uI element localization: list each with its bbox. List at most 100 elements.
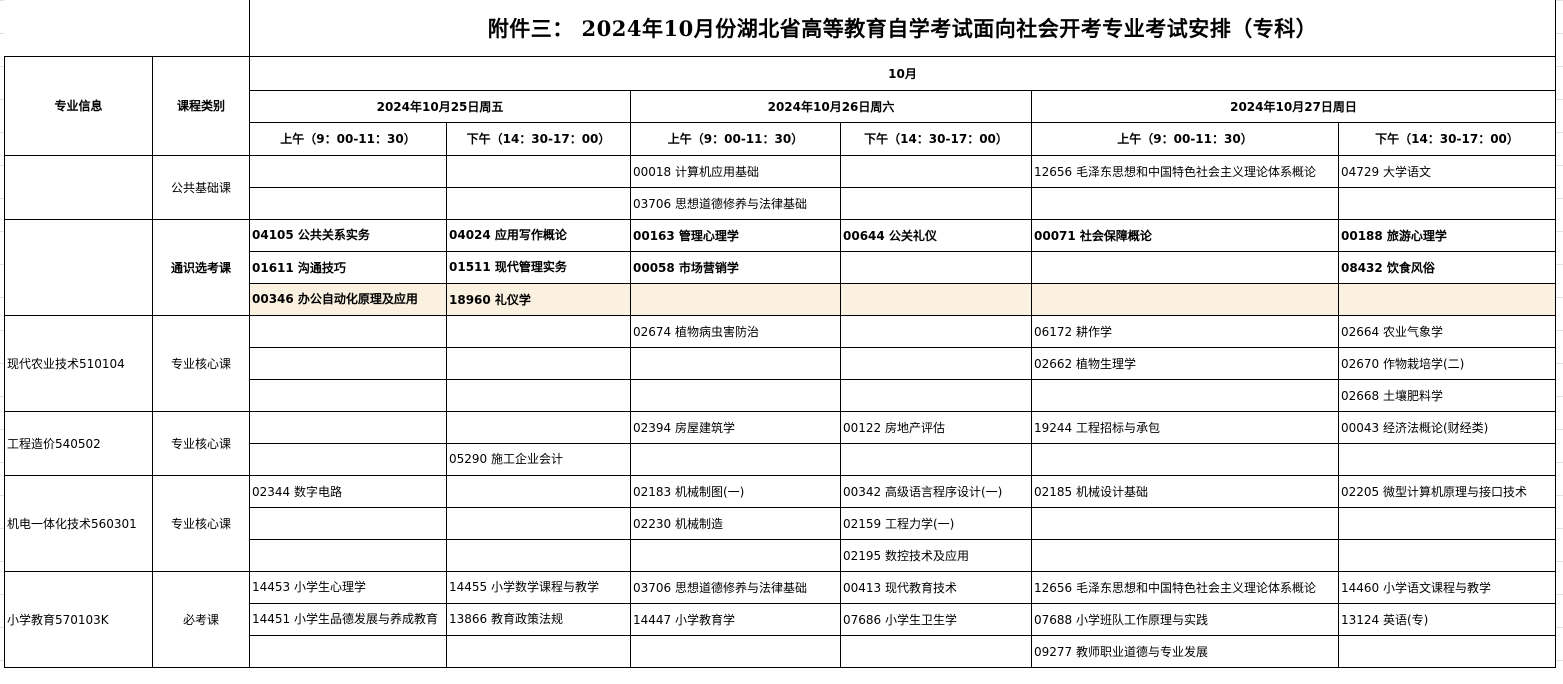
- course-cell[interactable]: 02183 机械制图(一): [630, 474, 841, 508]
- course-cell[interactable]: 13866 教育政策法规: [446, 602, 631, 636]
- course-cell[interactable]: [1031, 378, 1339, 412]
- course-cell[interactable]: [840, 186, 1032, 220]
- course-cell[interactable]: [249, 314, 447, 348]
- course-cell[interactable]: [840, 154, 1032, 188]
- header-session[interactable]: 下午（14：30-17：00）: [446, 121, 631, 156]
- course-cell[interactable]: 00071 社会保障概论: [1031, 218, 1339, 252]
- course-cell[interactable]: [1338, 634, 1556, 668]
- course-cell[interactable]: [446, 474, 631, 508]
- header-date-3[interactable]: 2024年10月27日周日: [1031, 89, 1556, 123]
- course-cell[interactable]: [249, 442, 447, 476]
- course-cell[interactable]: 00413 现代教育技术: [840, 570, 1032, 604]
- course-cell[interactable]: 02185 机械设计基础: [1031, 474, 1339, 508]
- course-cell[interactable]: 12656 毛泽东思想和中国特色社会主义理论体系概论: [1031, 570, 1339, 604]
- course-cell[interactable]: [1031, 282, 1339, 316]
- course-cell[interactable]: 07686 小学生卫生学: [840, 602, 1032, 636]
- course-cell[interactable]: [840, 442, 1032, 476]
- course-cell[interactable]: 12656 毛泽东思想和中国特色社会主义理论体系概论: [1031, 154, 1339, 188]
- course-cell[interactable]: [840, 346, 1032, 380]
- course-type-cell[interactable]: 公共基础课: [152, 154, 250, 220]
- course-cell[interactable]: [1338, 282, 1556, 316]
- course-cell[interactable]: 14453 小学生心理学: [249, 570, 447, 604]
- course-cell[interactable]: [840, 314, 1032, 348]
- blank-cell[interactable]: [4, 0, 250, 57]
- course-cell[interactable]: 06172 耕作学: [1031, 314, 1339, 348]
- course-cell[interactable]: [1338, 442, 1556, 476]
- course-type-cell[interactable]: 必考课: [152, 570, 250, 668]
- course-cell[interactable]: 02664 农业气象学: [1338, 314, 1556, 348]
- course-cell[interactable]: [1338, 186, 1556, 220]
- course-cell[interactable]: 13124 英语(专): [1338, 602, 1556, 636]
- course-cell[interactable]: 00122 房地产评估: [840, 410, 1032, 444]
- course-cell[interactable]: [840, 634, 1032, 668]
- page-title[interactable]: 附件三： 2024年10月份湖北省高等教育自学考试面向社会开考专业考试安排（专科…: [249, 0, 1556, 57]
- course-cell[interactable]: 14460 小学语文课程与教学: [1338, 570, 1556, 604]
- header-session[interactable]: 下午（14：30-17：00）: [1338, 121, 1556, 156]
- course-cell[interactable]: [249, 154, 447, 188]
- course-type-cell[interactable]: 专业核心课: [152, 314, 250, 412]
- course-cell[interactable]: 01611 沟通技巧: [249, 250, 447, 284]
- header-major-info[interactable]: 专业信息: [4, 55, 153, 156]
- course-cell[interactable]: 18960 礼仪学: [446, 282, 631, 316]
- major-cell[interactable]: 工程造价540502: [4, 410, 153, 476]
- header-session[interactable]: 下午（14：30-17：00）: [840, 121, 1032, 156]
- course-cell[interactable]: 02394 房屋建筑学: [630, 410, 841, 444]
- header-session[interactable]: 上午（9：00-11：30）: [1031, 121, 1339, 156]
- course-cell[interactable]: 02674 植物病虫害防治: [630, 314, 841, 348]
- course-cell[interactable]: [840, 378, 1032, 412]
- course-type-cell[interactable]: 专业核心课: [152, 474, 250, 572]
- course-cell[interactable]: 08432 饮食风俗: [1338, 250, 1556, 284]
- course-cell[interactable]: [630, 378, 841, 412]
- major-cell[interactable]: 机电一体化技术560301: [4, 474, 153, 572]
- course-cell[interactable]: [249, 634, 447, 668]
- course-cell[interactable]: 01511 现代管理实务: [446, 250, 631, 284]
- course-cell[interactable]: [446, 634, 631, 668]
- course-cell[interactable]: [249, 410, 447, 444]
- course-cell[interactable]: 14447 小学教育学: [630, 602, 841, 636]
- major-cell[interactable]: 现代农业技术510104: [4, 314, 153, 412]
- course-cell[interactable]: 03706 思想道德修养与法律基础: [630, 570, 841, 604]
- course-cell[interactable]: [630, 346, 841, 380]
- course-type-cell[interactable]: 通识选考课: [152, 218, 250, 316]
- course-cell[interactable]: 02344 数字电路: [249, 474, 447, 508]
- course-cell[interactable]: [1031, 186, 1339, 220]
- course-cell[interactable]: [1031, 442, 1339, 476]
- course-cell[interactable]: [446, 538, 631, 572]
- header-date-2[interactable]: 2024年10月26日周六: [630, 89, 1032, 123]
- course-cell[interactable]: 02195 数控技术及应用: [840, 538, 1032, 572]
- course-cell[interactable]: 02662 植物生理学: [1031, 346, 1339, 380]
- course-cell[interactable]: [840, 282, 1032, 316]
- course-cell[interactable]: 00018 计算机应用基础: [630, 154, 841, 188]
- course-cell[interactable]: 07688 小学班队工作原理与实践: [1031, 602, 1339, 636]
- course-cell[interactable]: [446, 378, 631, 412]
- course-cell[interactable]: 00644 公关礼仪: [840, 218, 1032, 252]
- course-cell[interactable]: 00043 经济法概论(财经类): [1338, 410, 1556, 444]
- course-cell[interactable]: [249, 186, 447, 220]
- header-session[interactable]: 上午（9：00-11：30）: [249, 121, 447, 156]
- course-cell[interactable]: 14451 小学生品德发展与养成教育: [249, 602, 447, 636]
- course-cell[interactable]: 14455 小学数学课程与教学: [446, 570, 631, 604]
- course-cell[interactable]: 02670 作物栽培学(二): [1338, 346, 1556, 380]
- header-date-1[interactable]: 2024年10月25日周五: [249, 89, 631, 123]
- course-cell[interactable]: [446, 410, 631, 444]
- course-cell[interactable]: 03706 思想道德修养与法律基础: [630, 186, 841, 220]
- header-course-type[interactable]: 课程类别: [152, 55, 250, 156]
- course-cell[interactable]: 00342 高级语言程序设计(一): [840, 474, 1032, 508]
- course-cell[interactable]: [1031, 538, 1339, 572]
- course-cell[interactable]: [630, 634, 841, 668]
- header-session[interactable]: 上午（9：00-11：30）: [630, 121, 841, 156]
- course-cell[interactable]: [1338, 538, 1556, 572]
- course-cell[interactable]: 02230 机械制造: [630, 506, 841, 540]
- course-cell[interactable]: 05290 施工企业会计: [446, 442, 631, 476]
- course-cell[interactable]: 02159 工程力学(一): [840, 506, 1032, 540]
- major-cell[interactable]: [4, 218, 153, 316]
- major-cell[interactable]: 小学教育570103K: [4, 570, 153, 668]
- course-cell[interactable]: 00058 市场营销学: [630, 250, 841, 284]
- course-cell[interactable]: [630, 442, 841, 476]
- course-type-cell[interactable]: 专业核心课: [152, 410, 250, 476]
- course-cell[interactable]: [1338, 506, 1556, 540]
- course-cell[interactable]: [840, 250, 1032, 284]
- course-cell[interactable]: 04729 大学语文: [1338, 154, 1556, 188]
- course-cell[interactable]: [446, 346, 631, 380]
- course-cell[interactable]: 02668 土壤肥料学: [1338, 378, 1556, 412]
